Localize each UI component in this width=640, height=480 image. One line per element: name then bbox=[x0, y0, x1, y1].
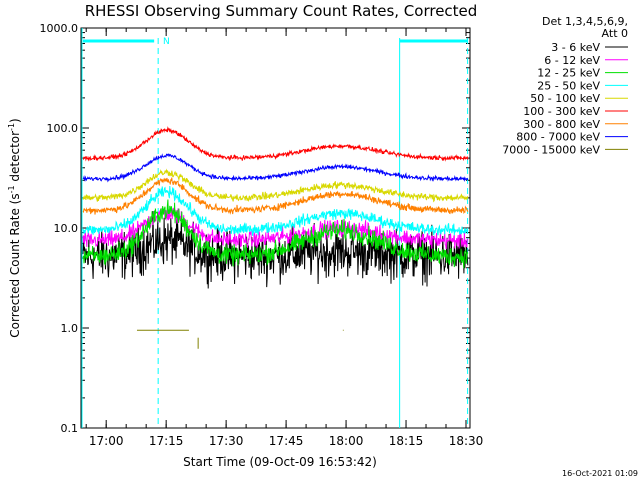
y-tick-label: 1000.0 bbox=[40, 22, 79, 35]
x-tick-label: 18:30 bbox=[449, 434, 484, 448]
axes-group: 1000.0 100.0 10.0 1.0 0.1 17:00 17:15 17:30 17:4… bbox=[40, 22, 484, 448]
x-tick-label: 18:15 bbox=[389, 434, 424, 448]
y-tick-label: 1.0 bbox=[61, 322, 79, 335]
footer-timestamp: 16-Oct-2021 01:09 bbox=[562, 469, 638, 478]
y-tick-label: 100.0 bbox=[47, 122, 79, 135]
legend-label: 100 - 300 keV bbox=[523, 105, 600, 118]
legend-label: 25 - 50 keV bbox=[537, 79, 600, 92]
series-line-1 bbox=[82, 206, 469, 251]
series-line-4 bbox=[82, 168, 469, 203]
legend-label: 12 - 25 keV bbox=[537, 67, 600, 80]
x-tick-label: 17:00 bbox=[89, 434, 124, 448]
legend-label: 300 - 800 keV bbox=[523, 118, 600, 131]
series-line-3 bbox=[82, 185, 469, 237]
interval-flag-label: N bbox=[163, 37, 170, 47]
y-axis-label: Corrected Count Rate (s-1 detector-1) bbox=[7, 118, 22, 337]
series-line-0 bbox=[82, 210, 469, 289]
x-tick-label: 18:00 bbox=[329, 434, 364, 448]
series-line-2 bbox=[82, 199, 469, 269]
series-line-6 bbox=[82, 177, 469, 215]
chart-title: RHESSI Observing Summary Count Rates, Co… bbox=[85, 2, 478, 20]
y-tick-label: 0.1 bbox=[61, 422, 79, 435]
legend-label: 3 - 6 keV bbox=[551, 41, 600, 54]
series-line-7 bbox=[82, 153, 469, 183]
legend-header-line1: Det 1,3,4,5,6,9, bbox=[542, 15, 628, 28]
legend-label: 50 - 100 keV bbox=[530, 92, 600, 105]
x-tick-label: 17:45 bbox=[269, 434, 304, 448]
legend-label: 6 - 12 keV bbox=[544, 54, 600, 67]
x-tick-label: 17:30 bbox=[209, 434, 244, 448]
legend-label: 800 - 7000 keV bbox=[516, 131, 600, 144]
y-tick-label: 10.0 bbox=[54, 222, 79, 235]
series-line-5 bbox=[82, 126, 469, 162]
x-tick-label: 17:15 bbox=[149, 434, 184, 448]
legend-label: 7000 - 15000 keV bbox=[502, 143, 600, 156]
series-group bbox=[82, 126, 469, 349]
legend-header-line2: Att 0 bbox=[602, 27, 628, 40]
x-axis-label: Start Time (09-Oct-09 16:53:42) bbox=[183, 455, 377, 469]
